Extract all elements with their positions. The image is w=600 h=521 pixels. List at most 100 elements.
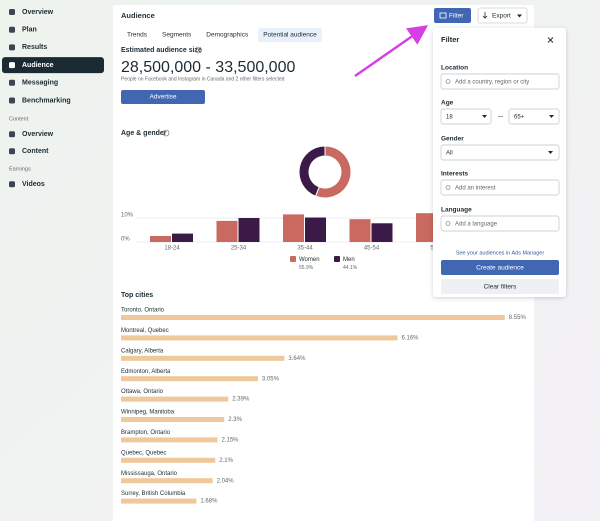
age-bar — [371, 223, 393, 242]
city-name: Edmonton, Alberta — [121, 369, 171, 375]
input-placeholder: Add a language — [455, 222, 498, 228]
filter-button-label[interactable]: Filter — [449, 13, 464, 20]
nav-item[interactable]: Plan — [22, 27, 37, 34]
city-bar — [121, 457, 216, 463]
nav-icon — [9, 97, 15, 104]
info-icon — [162, 129, 170, 137]
field-label: Interests — [441, 171, 468, 178]
page-title: Audience — [121, 11, 155, 20]
export-icon — [482, 12, 488, 19]
text-input[interactable] — [440, 179, 560, 196]
nav-item[interactable]: Audience — [22, 62, 54, 69]
tab[interactable]: Segments — [162, 32, 192, 39]
city-bar — [121, 437, 218, 443]
create-audience-label[interactable]: Create audience — [476, 265, 524, 272]
tab[interactable]: Demographics — [206, 32, 249, 39]
export-button-label[interactable]: Export — [492, 13, 511, 20]
tab-active-bg — [258, 28, 322, 42]
city-bar — [121, 315, 505, 320]
select[interactable] — [440, 144, 560, 161]
nav-item[interactable]: Videos — [22, 181, 45, 188]
tab[interactable]: Trends — [127, 32, 148, 39]
filter-button[interactable] — [434, 8, 471, 23]
main: Overview Plan Results Audience Messaging Benc… — [2, 7, 534, 505]
x-tick-label: 35-44 — [297, 246, 313, 252]
clear-filters-label[interactable]: Clear filters — [484, 284, 518, 291]
nav-icon — [9, 148, 15, 155]
audience-size: 28,500,000 - 33,500,000 — [121, 59, 295, 76]
city-value: 2.39% — [232, 397, 250, 403]
nav-icon — [9, 62, 15, 69]
city-bar — [121, 498, 197, 504]
city-name: Ottawa, Ontario — [121, 389, 164, 395]
age-bar — [305, 217, 326, 242]
city-value: 2.1% — [219, 458, 233, 464]
city-bar — [121, 417, 225, 422]
legend-swatch — [290, 256, 296, 262]
select-value: 65+ — [514, 115, 525, 121]
x-tick-label: 18-24 — [164, 246, 180, 252]
city-bar — [121, 335, 398, 341]
nav-item[interactable]: Messaging — [22, 80, 58, 87]
city-bar — [121, 355, 285, 361]
age-bar — [238, 218, 260, 242]
select-value: All — [446, 151, 453, 157]
nav-icon — [9, 9, 15, 15]
export-button[interactable] — [477, 7, 528, 24]
create-audience-button[interactable] — [441, 260, 559, 275]
text-input[interactable] — [440, 73, 560, 90]
search-icon — [445, 185, 451, 190]
ads-manager-link[interactable]: See your audiences in Ads Manager — [456, 250, 545, 256]
info-icon — [195, 46, 202, 54]
chart-title: Top cities — [121, 292, 153, 299]
city-value: 2.3% — [228, 417, 242, 423]
search-icon — [445, 221, 451, 226]
city-name: Winnipeg, Manitoba — [121, 410, 175, 416]
donut-slice — [298, 145, 326, 197]
nav-item[interactable]: Overview — [22, 131, 54, 138]
city-bar — [121, 478, 213, 484]
city-value: 2.04% — [217, 478, 235, 484]
select[interactable] — [508, 108, 560, 125]
age-bar — [216, 220, 238, 242]
text-input[interactable] — [440, 215, 560, 232]
city-value: 8.55% — [509, 315, 527, 321]
age-bar — [349, 219, 371, 242]
filter-panel: Filter Location Add a country, region or c… — [433, 28, 566, 297]
city-name: Surrey, British Columbia — [121, 491, 186, 497]
age-bar — [283, 214, 304, 242]
dropdown-caret — [549, 115, 554, 118]
close-icon[interactable] — [547, 37, 554, 43]
legend-swatch — [334, 256, 340, 262]
nav-item[interactable]: Overview — [22, 9, 54, 16]
city-name: Calgary, Alberta — [121, 348, 164, 354]
clear-filters-button[interactable] — [441, 279, 559, 294]
legend-value: 44.1% — [343, 265, 358, 271]
advertise-button-label[interactable]: Advertise — [149, 94, 176, 101]
advertise-button[interactable] — [121, 90, 205, 104]
section-title: Estimated audience size — [121, 47, 202, 54]
nav-icon — [9, 79, 15, 86]
input-placeholder: Add a country, region or city — [455, 80, 529, 86]
y-tick-label: 0% — [121, 237, 130, 243]
city-value: 2.15% — [222, 437, 240, 443]
age-bar — [416, 213, 437, 242]
nav-icon — [9, 181, 15, 188]
city-name: Mississauga, Ontario — [121, 471, 178, 477]
field-label: Gender — [441, 136, 464, 143]
nav-item[interactable]: Results — [22, 44, 47, 51]
nav-section-title: Content — [9, 117, 29, 123]
select-value: 18 — [446, 115, 453, 121]
select[interactable] — [440, 108, 492, 125]
legend-label: Men — [343, 257, 355, 263]
city-name: Toronto, Ontario — [121, 308, 165, 314]
panel-title: Filter — [441, 35, 459, 44]
nav-item[interactable]: Content — [22, 148, 49, 155]
nav-active-bg — [2, 57, 104, 74]
nav-item[interactable]: Benchmarking — [22, 97, 71, 104]
city-name: Brampton, Ontario — [121, 430, 171, 436]
nav-icon — [9, 44, 15, 51]
field-label: Age — [441, 100, 454, 107]
tab[interactable]: Potential audience — [263, 32, 317, 39]
